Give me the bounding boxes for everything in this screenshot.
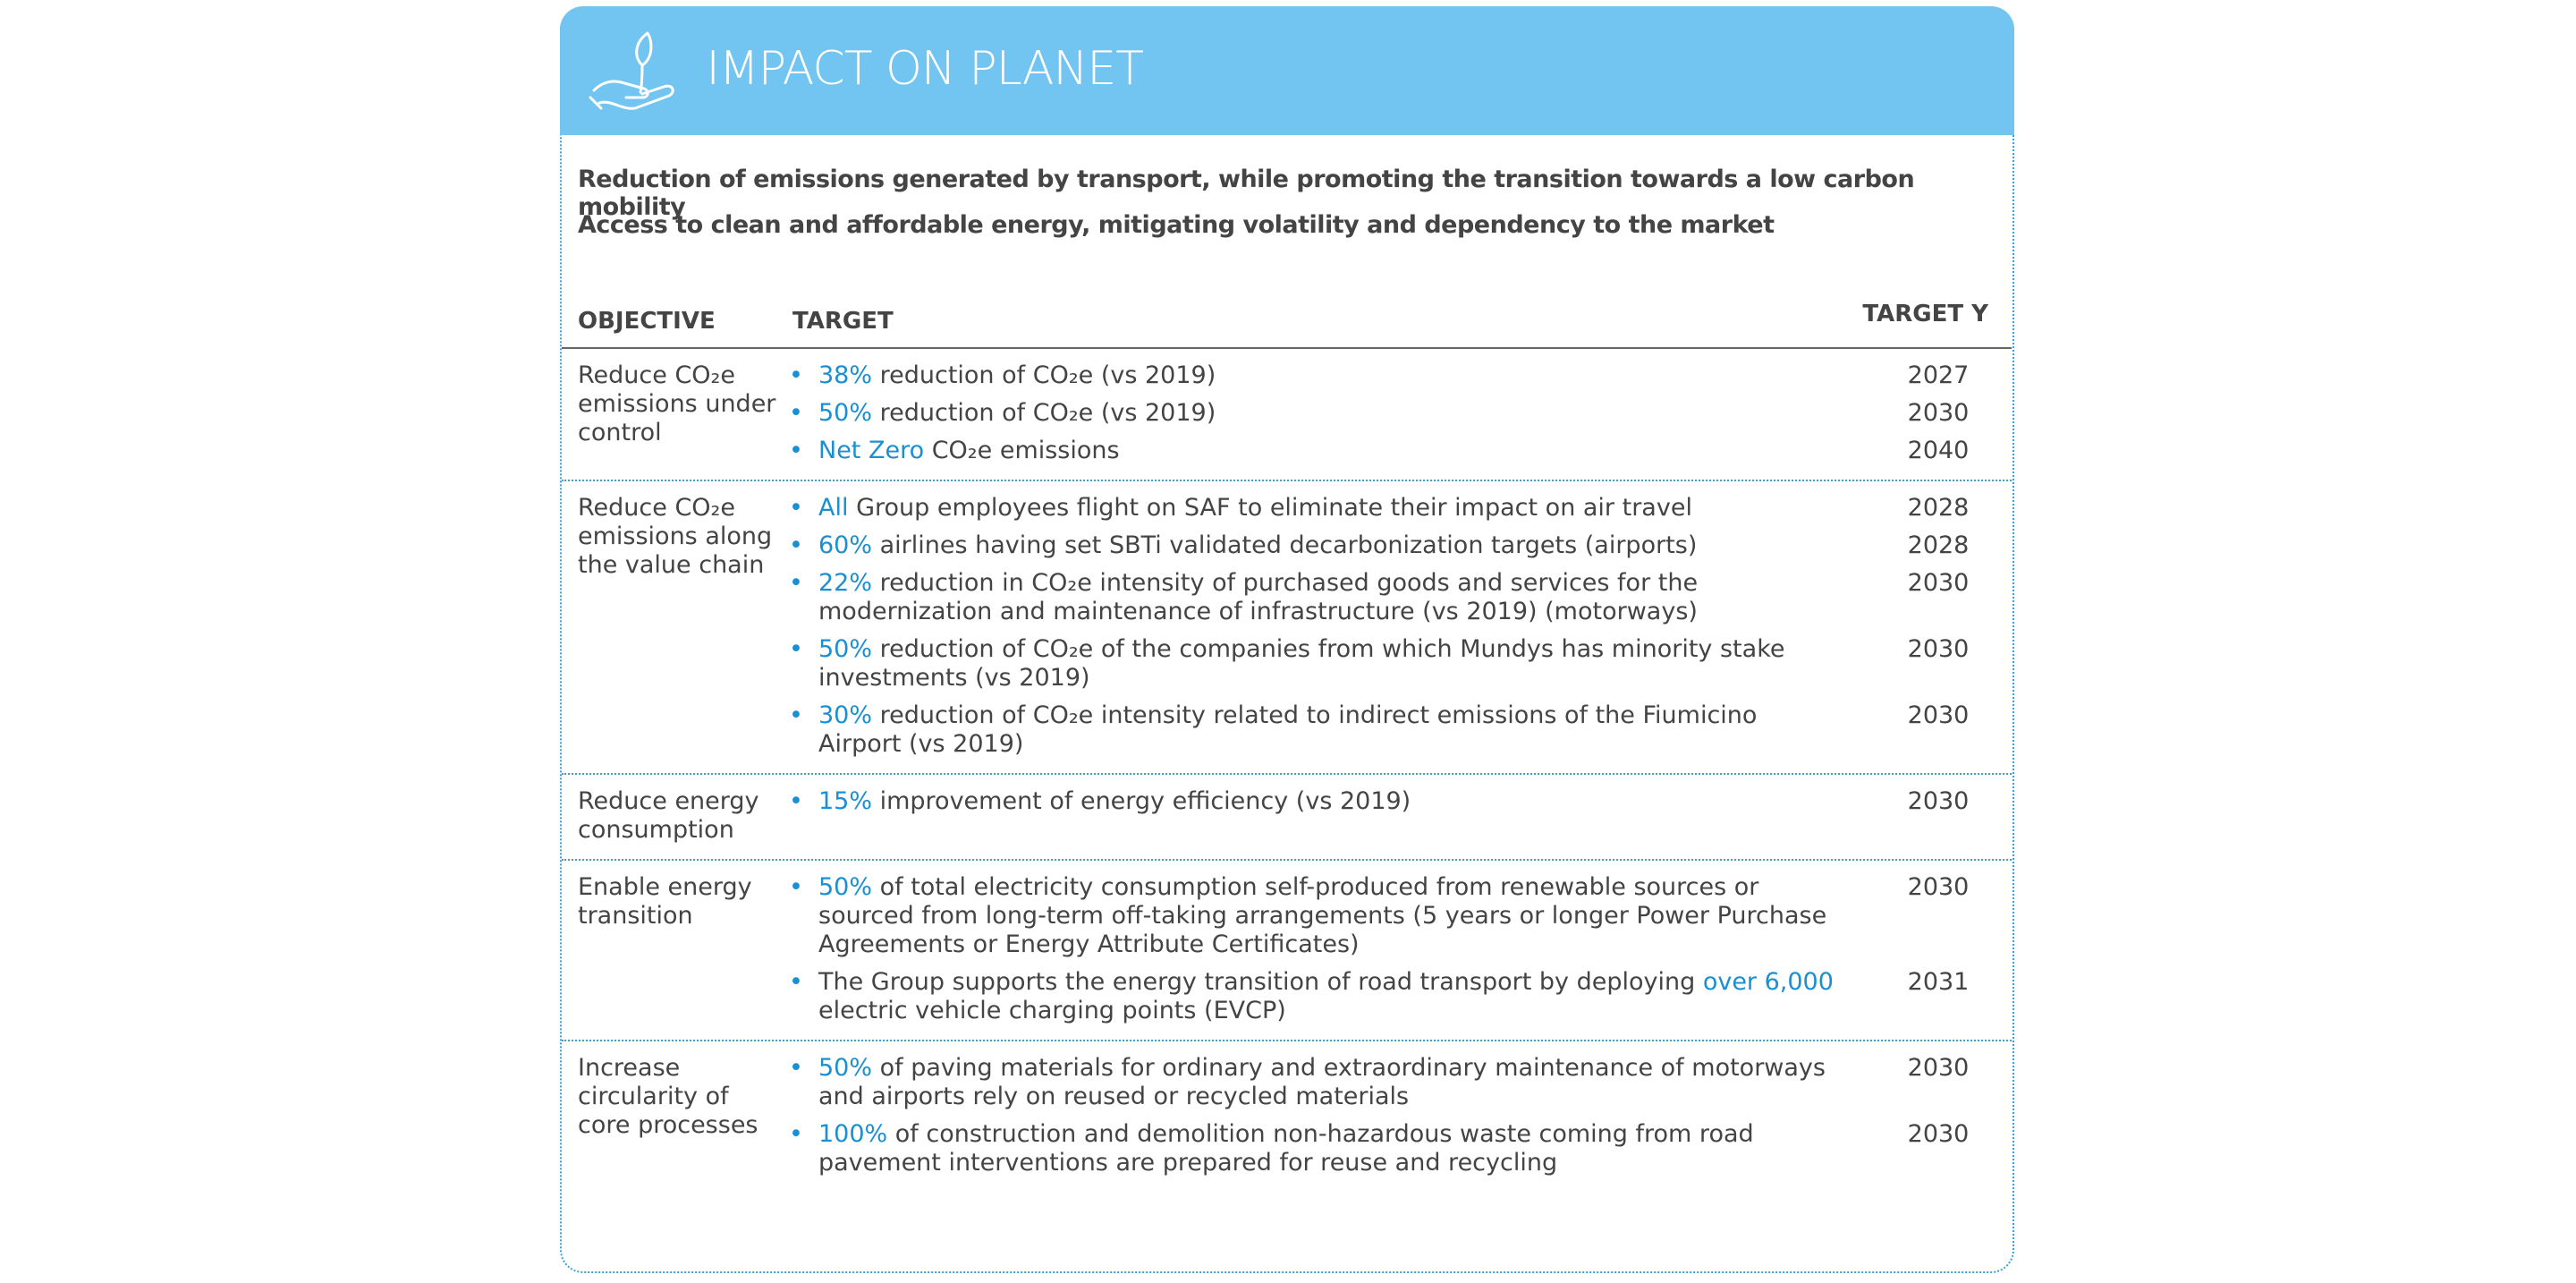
intro: Reduction of emissions generated by tran… (578, 166, 2012, 257)
target-text: reduction of CO₂e of the companies from … (818, 635, 1785, 692)
highlight: Net Zero (818, 437, 925, 464)
target-text: of paving materials for ordinary and ext… (818, 1054, 1826, 1110)
target: 22% reduction in CO₂e intensity of purch… (789, 569, 1871, 626)
col-target: TARGET (792, 308, 894, 335)
target-year: 2031 (1907, 968, 1970, 996)
header: IMPACT ON PLANET (559, 6, 2014, 135)
target-year: 2040 (1907, 437, 1970, 464)
target-year: 2030 (1907, 569, 1970, 597)
highlight: 22% (818, 569, 873, 597)
highlight: 50% (818, 399, 873, 427)
target-year: 2030 (1907, 873, 1970, 901)
highlight: 50% (818, 635, 873, 663)
highlight: All (818, 494, 849, 522)
highlight: 30% (818, 701, 873, 729)
target: The Group supports the energy transition… (789, 968, 1871, 1025)
col-objective: OBJECTIVE (578, 308, 716, 335)
target: 50% of paving materials for ordinary and… (789, 1054, 1871, 1111)
target-text: reduction in CO₂e intensity of purchased… (818, 569, 1699, 625)
target-text: of construction and demolition non-hazar… (818, 1120, 1754, 1177)
target: 30% reduction of CO₂e intensity related … (789, 701, 1871, 759)
target-year: 2030 (1907, 787, 1970, 815)
target: 15% improvement of energy efficiency (vs… (789, 787, 1871, 845)
target-text: The Group supports the energy transition… (818, 968, 1703, 996)
target-text: reduction of CO₂e (vs 2019) (872, 361, 1216, 389)
objective: Increase circularity of core processes (578, 1054, 758, 1139)
intro-line: Reduction of emissions generated by tran… (578, 166, 1915, 221)
target-year: 2028 (1907, 531, 1970, 559)
target-text: reduction of CO₂e (vs 2019) (872, 399, 1216, 427)
objective: Reduce energy consumption (578, 787, 759, 844)
target-text: CO₂e emissions (924, 437, 1120, 464)
target: All Group employees flight on SAF to eli… (789, 494, 1871, 523)
target: 60% airlines having set SBTi validated d… (789, 531, 1871, 560)
target-year: 2030 (1907, 399, 1970, 427)
highlight: 50% (818, 873, 873, 901)
target-text: of total electricity consumption self-pr… (818, 873, 1827, 958)
highlight: over 6,000 (1702, 968, 1834, 996)
rows: Reduce CO₂e emissions under control 38% r… (562, 349, 2012, 1192)
title: IMPACT ON PLANET (706, 42, 1144, 96)
objective: Reduce CO₂e emissions along the value ch… (578, 494, 773, 579)
highlight: 60% (818, 531, 873, 559)
panel: IMPACT ON PLANET Reduction of emissions … (559, 6, 2014, 1273)
target-text: electric vehicle charging points (EVCP) (818, 997, 1286, 1024)
target-year: 2030 (1907, 701, 1970, 729)
highlight: 50% (818, 1054, 873, 1082)
highlight: 38% (818, 361, 873, 389)
objective: Reduce CO₂e emissions under control (578, 361, 776, 446)
table-row: Reduce CO₂e emissions under control 38% r… (562, 349, 2012, 481)
planet-icon (589, 31, 674, 110)
table-row: Enable energy transition 50% of total ele… (562, 861, 2012, 1041)
target-text: airlines having set SBTi validated decar… (872, 531, 1698, 559)
table-row: Reduce energy consumption 15% improvement… (562, 775, 2012, 861)
target-text: improvement of energy efficiency (vs 201… (872, 787, 1411, 815)
highlight: 15% (818, 787, 873, 815)
target-text: reduction of CO₂e intensity related to i… (818, 701, 1758, 758)
intro-line: Access to clean and affordable energy, m… (578, 211, 1775, 239)
table-row: Reduce CO₂e emissions along the value ch… (562, 481, 2012, 775)
column-headers: OBJECTIVE TARGET TARGET Y (562, 297, 2012, 349)
objective: Enable energy transition (578, 873, 752, 930)
target-text: Group employees flight on SAF to elimina… (848, 494, 1692, 522)
col-year: TARGET Y (1862, 301, 1988, 327)
target: 50% reduction of CO₂e of the companies f… (789, 635, 1871, 692)
target-year: 2027 (1907, 361, 1970, 389)
table-row: Increase circularity of core processes 50… (562, 1041, 2012, 1192)
target-year: 2028 (1907, 494, 1970, 522)
target-year: 2030 (1907, 1120, 1970, 1148)
target: Net Zero CO₂e emissions (789, 437, 1871, 465)
target: 100% of construction and demolition non-… (789, 1120, 1871, 1177)
target-year: 2030 (1907, 1054, 1970, 1082)
target: 38% reduction of CO₂e (vs 2019) (789, 361, 1871, 390)
target-year: 2030 (1907, 635, 1970, 663)
highlight: 100% (818, 1120, 888, 1148)
target: 50% reduction of CO₂e (vs 2019) (789, 399, 1871, 428)
target: 50% of total electricity consumption sel… (789, 873, 1871, 959)
